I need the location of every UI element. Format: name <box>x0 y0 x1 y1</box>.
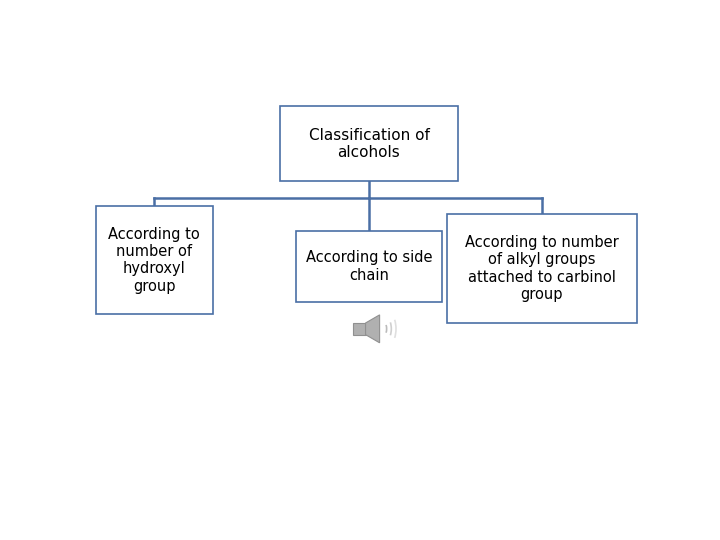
Polygon shape <box>353 323 366 335</box>
Text: According to
number of
hydroxyl
group: According to number of hydroxyl group <box>108 227 200 294</box>
Text: Classification of
alcohols: Classification of alcohols <box>309 127 429 160</box>
FancyBboxPatch shape <box>297 231 441 302</box>
FancyBboxPatch shape <box>447 214 637 322</box>
FancyBboxPatch shape <box>280 106 459 181</box>
Text: According to number
of alkyl groups
attached to carbinol
group: According to number of alkyl groups atta… <box>465 235 619 302</box>
Polygon shape <box>366 315 379 343</box>
FancyBboxPatch shape <box>96 206 213 314</box>
Text: According to side
chain: According to side chain <box>306 250 432 282</box>
